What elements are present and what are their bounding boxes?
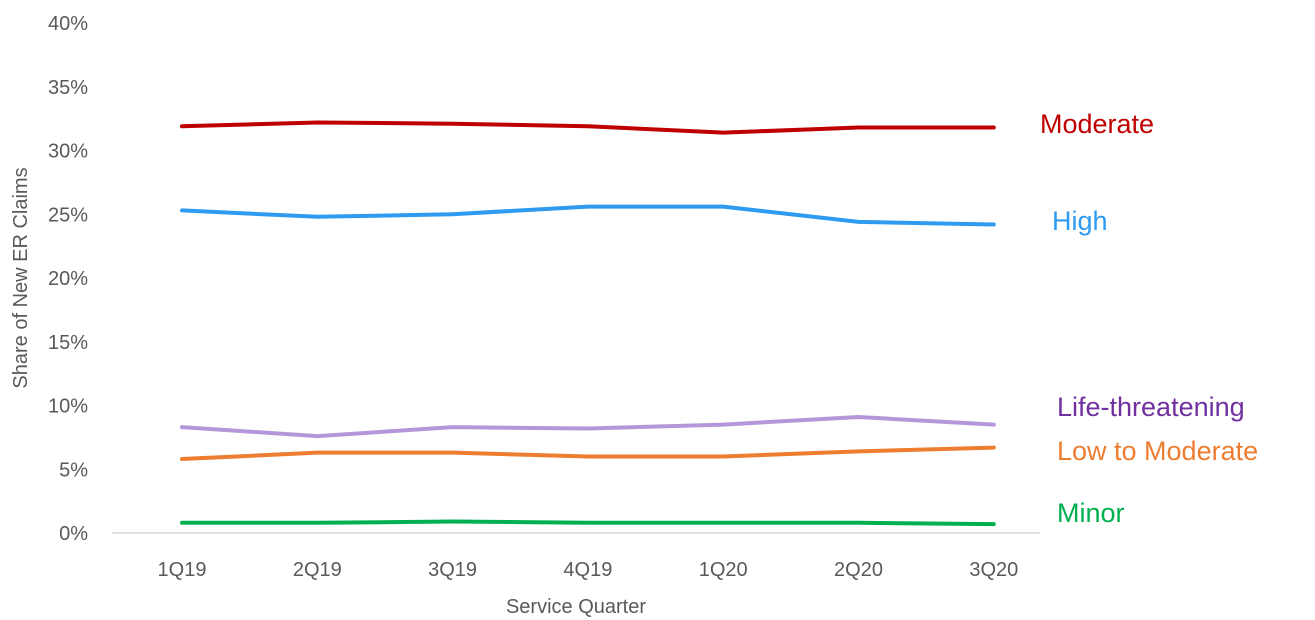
x-tick-label: 1Q19 bbox=[158, 559, 207, 581]
series-label-minor: Minor bbox=[1057, 498, 1125, 528]
x-tick-label: 4Q19 bbox=[563, 559, 612, 581]
series-line-high bbox=[180, 204, 996, 227]
series-line-minor bbox=[180, 519, 996, 527]
y-tick-label: 10% bbox=[48, 396, 88, 418]
y-tick-label: 5% bbox=[59, 459, 88, 481]
series-line-low-to-moderate bbox=[180, 445, 996, 462]
y-axis-ticks: 0% 5% 10% 15% 20% 25% 30% 35% 40% bbox=[48, 13, 88, 545]
x-tick-label: 2Q20 bbox=[834, 559, 883, 581]
series-labels: Moderate High Life-threatening Low to Moder… bbox=[1040, 109, 1258, 528]
y-axis-title: Share of New ER Claims bbox=[10, 167, 32, 388]
x-tick-label: 2Q19 bbox=[293, 559, 342, 581]
x-tick-label: 3Q19 bbox=[428, 559, 477, 581]
series-label-low-to-moderate: Low to Moderate bbox=[1057, 436, 1258, 466]
y-tick-label: 15% bbox=[48, 332, 88, 354]
y-tick-label: 40% bbox=[48, 13, 88, 35]
series-line-moderate bbox=[180, 120, 996, 135]
y-tick-label: 25% bbox=[48, 204, 88, 226]
series-label-high: High bbox=[1052, 206, 1108, 236]
y-tick-label: 0% bbox=[59, 523, 88, 545]
series-line-life-threatening bbox=[180, 414, 996, 439]
series-lines bbox=[180, 120, 996, 527]
series-label-life-threatening: Life-threatening bbox=[1057, 392, 1245, 422]
x-tick-label: 1Q20 bbox=[699, 559, 748, 581]
y-tick-label: 30% bbox=[48, 141, 88, 163]
x-axis-ticks: 1Q19 2Q19 3Q19 4Q19 1Q20 2Q20 3Q20 bbox=[158, 559, 1019, 581]
y-tick-label: 35% bbox=[48, 77, 88, 99]
x-axis-title: Service Quarter bbox=[506, 596, 646, 618]
series-label-moderate: Moderate bbox=[1040, 109, 1154, 139]
y-tick-label: 20% bbox=[48, 268, 88, 290]
x-tick-label: 3Q20 bbox=[969, 559, 1018, 581]
